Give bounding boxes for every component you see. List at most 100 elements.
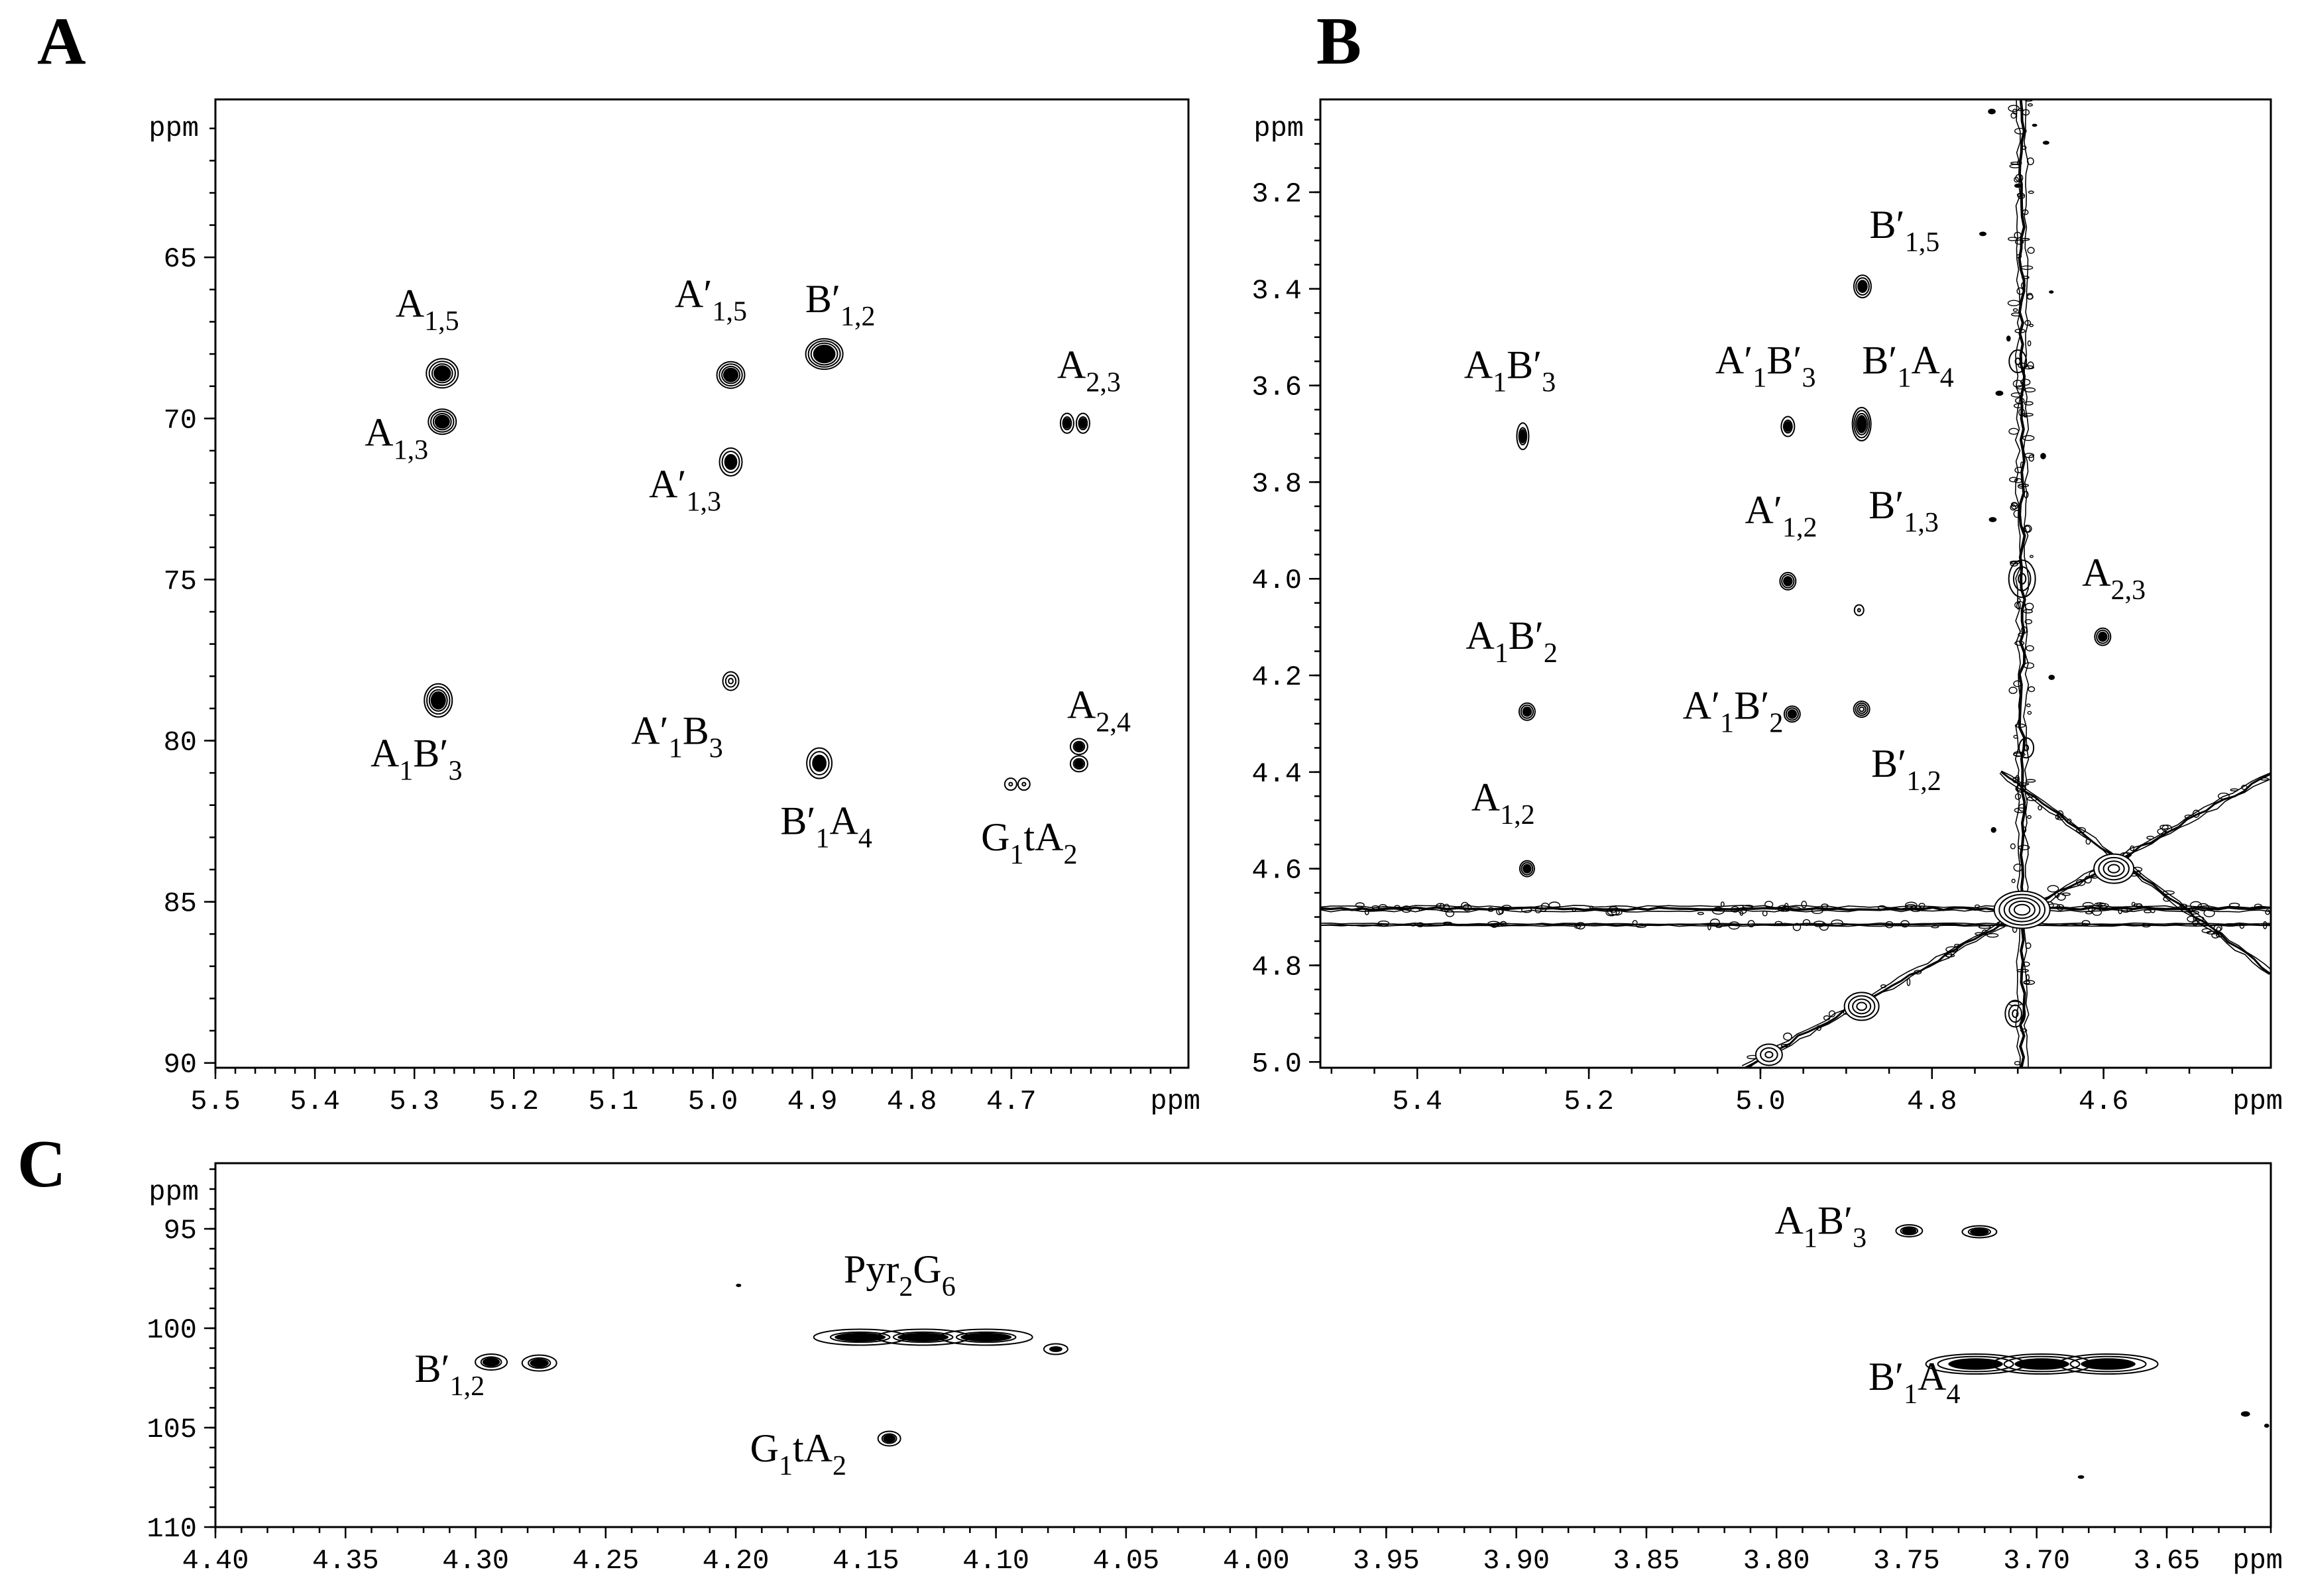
noise-speck bbox=[736, 1283, 742, 1287]
cross-peak bbox=[1961, 1225, 1998, 1239]
noise-speck bbox=[1988, 517, 1997, 522]
peak-label: A′1,3 bbox=[649, 462, 721, 517]
peak-labels: B′1,5 A1B′3 A′1B′3 B′1A4 A′1,2 B′1,3 A2,3 A1B′2… bbox=[1464, 203, 2146, 830]
cross-peak bbox=[1783, 705, 1801, 723]
noise-speck bbox=[2006, 335, 2011, 342]
x-tick-label: 4.00 bbox=[1223, 1545, 1290, 1577]
cross-peak bbox=[426, 358, 459, 389]
peak-label: Pyr2G6 bbox=[844, 1247, 956, 1302]
x-tick-label: 4.20 bbox=[703, 1545, 770, 1577]
x-tick-label: 4.35 bbox=[312, 1545, 379, 1577]
y-tick-label: 110 bbox=[146, 1513, 197, 1545]
x-tick-label: 4.8 bbox=[1907, 1086, 1957, 1117]
x-tick-label: 4.40 bbox=[182, 1545, 249, 1577]
x-tick-label: 4.30 bbox=[442, 1545, 509, 1577]
cross-peak bbox=[716, 361, 746, 389]
cross-peak bbox=[1853, 701, 1870, 718]
x-tick-label: 3.90 bbox=[1483, 1545, 1550, 1577]
peak-label: G1tA2 bbox=[981, 815, 1077, 870]
x-tick-label: 5.2 bbox=[489, 1086, 539, 1117]
peak-label: B′1A4 bbox=[1862, 338, 1954, 393]
noise-speck bbox=[2264, 1424, 2270, 1428]
x-tick-label: 4.6 bbox=[2079, 1086, 2129, 1117]
noise-artifacts bbox=[736, 1283, 2270, 1479]
panel-C: 4.40 4.35 4.30 4.25 4.20 4.15 4.10 4.05 4.00 3.95… bbox=[146, 1162, 2283, 1577]
x-tick-label: 5.1 bbox=[589, 1086, 639, 1117]
y-tick-label: 3.6 bbox=[1251, 372, 1302, 404]
y-tick-label: 3.4 bbox=[1251, 275, 1302, 307]
cross-peak bbox=[1779, 571, 1797, 591]
x-tick-label: 5.4 bbox=[290, 1086, 340, 1117]
cross-peaks bbox=[1516, 274, 2112, 878]
cross-peak bbox=[1925, 1353, 2159, 1375]
axis-ticks bbox=[1309, 119, 2234, 1079]
x-tick-label: 3.95 bbox=[1353, 1545, 1420, 1577]
y-tick-label: 75 bbox=[164, 565, 197, 597]
x-tick-label: 4.25 bbox=[572, 1545, 639, 1577]
peak-label: A1B′2 bbox=[1466, 614, 1558, 669]
x-tick-label: 4.15 bbox=[833, 1545, 899, 1577]
cross-peak bbox=[475, 1353, 508, 1371]
peak-label: A′1,5 bbox=[675, 272, 747, 327]
cross-peaks bbox=[424, 338, 1090, 791]
cross-peak bbox=[719, 447, 743, 477]
peak-label: A1B′3 bbox=[1464, 343, 1556, 398]
noise-speck bbox=[1988, 109, 1996, 115]
cross-peak bbox=[1069, 738, 1088, 773]
cross-peak bbox=[428, 408, 457, 435]
panel-c-letter: C bbox=[17, 1127, 66, 1202]
y-tick-label: 65 bbox=[164, 243, 197, 275]
cross-peak bbox=[1853, 604, 1865, 616]
y-tick-label: 90 bbox=[164, 1049, 197, 1081]
y-tick-label: 4.8 bbox=[1251, 951, 1302, 983]
peak-labels: B′1,2 Pyr2G6 G1tA2 A1B′3 B′1A4 bbox=[414, 1199, 1960, 1482]
peak-label: B′1,5 bbox=[1870, 203, 1940, 258]
panel-A: 5.5 5.4 5.3 5.2 5.1 5.0 4.9 4.8 4.7 ppm 65 70 75 80 85… bbox=[148, 98, 1200, 1117]
x-tick-label: 5.2 bbox=[1564, 1086, 1614, 1117]
peak-label: A′1B3 bbox=[631, 709, 722, 764]
x-axis-unit: ppm bbox=[2232, 1545, 2283, 1577]
peak-label: B′1,2 bbox=[1871, 742, 1941, 797]
x-tick-label: 3.80 bbox=[1743, 1545, 1810, 1577]
axes: 4.40 4.35 4.30 4.25 4.20 4.15 4.10 4.05 4.00 3.95… bbox=[146, 1162, 2283, 1577]
cross-peak bbox=[722, 671, 740, 691]
cross-peaks bbox=[475, 1224, 2159, 1447]
plot-frame bbox=[1319, 98, 2272, 1069]
cross-peak bbox=[1059, 412, 1090, 434]
y-tick-label: 4.0 bbox=[1251, 565, 1302, 597]
peak-label: B′1,2 bbox=[414, 1347, 485, 1402]
axes: 5.5 5.4 5.3 5.2 5.1 5.0 4.9 4.8 4.7 ppm 65 70 75 80 85… bbox=[148, 98, 1200, 1117]
y-axis-unit: ppm bbox=[148, 113, 199, 144]
cross-peak bbox=[1851, 406, 1872, 441]
cross-peak bbox=[2094, 627, 2112, 646]
x-axis-unit: ppm bbox=[2232, 1086, 2283, 1117]
cross-peak bbox=[1853, 274, 1872, 299]
x-tick-label: 3.70 bbox=[2003, 1545, 2070, 1577]
y-axis-unit: ppm bbox=[148, 1176, 199, 1208]
panel-b-letter: B bbox=[1316, 4, 1362, 79]
y-tick-label: 4.4 bbox=[1251, 758, 1302, 790]
y-axis-unit: ppm bbox=[1253, 113, 1304, 144]
peak-label: A2,4 bbox=[1067, 683, 1131, 738]
cross-peak bbox=[1043, 1343, 1068, 1355]
noise-artifacts bbox=[1320, 99, 2271, 1068]
y-tick-label: 85 bbox=[164, 888, 197, 920]
peak-label: A1B′3 bbox=[371, 731, 463, 786]
cross-peak bbox=[805, 338, 844, 370]
cross-peak bbox=[1895, 1224, 1924, 1237]
axis-ticks bbox=[204, 127, 1172, 1079]
y-tick-label: 4.6 bbox=[1251, 855, 1302, 887]
cross-peak bbox=[813, 1328, 1033, 1346]
y-tick-label: 5.0 bbox=[1251, 1048, 1302, 1080]
peak-label: A1,3 bbox=[365, 411, 428, 466]
axis-ticks bbox=[204, 1168, 2272, 1538]
x-axis-unit: ppm bbox=[1150, 1086, 1200, 1117]
cross-peak bbox=[806, 747, 833, 779]
noise-speck bbox=[2049, 290, 2054, 294]
x-tick-label: 4.9 bbox=[787, 1086, 838, 1117]
cross-peak bbox=[1516, 422, 1530, 451]
axis-tick-labels: 5.4 5.2 5.0 4.8 4.6 ppm 3.2 3.4 3.6 3.8 4.0 4.2 4.4 4… bbox=[1251, 113, 2283, 1117]
peak-label: B′1,2 bbox=[805, 277, 876, 332]
